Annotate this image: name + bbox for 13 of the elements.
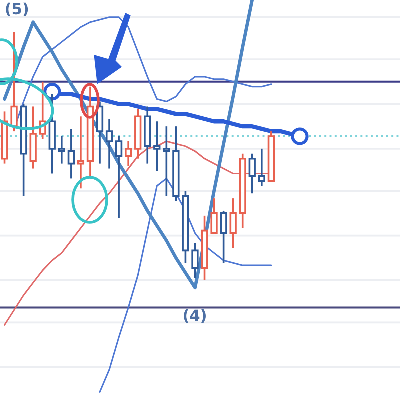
text: (5): [6, 2, 28, 16]
candlestick: [144, 106, 152, 165]
candlestick: [230, 198, 237, 250]
candlestick: [106, 118, 114, 170]
candlestick: [154, 120, 161, 172]
candlestick: [58, 136, 66, 165]
candlestick: [125, 140, 132, 168]
candlestick: [68, 128, 75, 180]
text: (4): [184, 309, 206, 324]
candlestick: [77, 116, 85, 190]
candlestick: [134, 108, 142, 160]
candlestick: [163, 126, 170, 197]
candlestick: [201, 215, 208, 282]
